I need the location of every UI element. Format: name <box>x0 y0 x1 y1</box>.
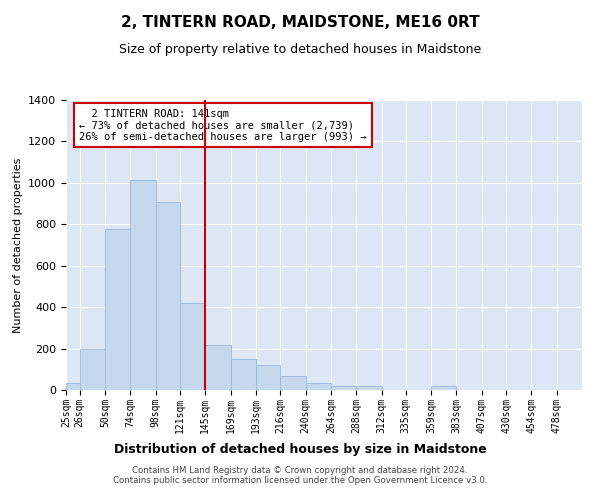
Bar <box>230 359 256 390</box>
Text: Size of property relative to detached houses in Maidstone: Size of property relative to detached ho… <box>119 42 481 56</box>
Bar <box>80 348 105 390</box>
Text: 2, TINTERN ROAD, MAIDSTONE, ME16 0RT: 2, TINTERN ROAD, MAIDSTONE, ME16 0RT <box>121 15 479 30</box>
Bar <box>105 230 130 390</box>
Bar <box>280 376 305 390</box>
Bar <box>331 386 356 390</box>
Bar <box>130 180 155 390</box>
Bar <box>155 202 180 390</box>
Bar <box>431 386 457 390</box>
Bar <box>356 386 382 390</box>
Y-axis label: Number of detached properties: Number of detached properties <box>13 158 23 332</box>
Text: Contains HM Land Registry data © Crown copyright and database right 2024.
Contai: Contains HM Land Registry data © Crown c… <box>113 466 487 485</box>
Bar <box>305 383 331 390</box>
Bar <box>180 303 205 390</box>
Bar <box>205 346 230 390</box>
Bar <box>66 383 80 390</box>
Text: 2 TINTERN ROAD: 141sqm
← 73% of detached houses are smaller (2,739)
26% of semi-: 2 TINTERN ROAD: 141sqm ← 73% of detached… <box>79 108 367 142</box>
Bar <box>256 365 280 390</box>
Text: Distribution of detached houses by size in Maidstone: Distribution of detached houses by size … <box>113 442 487 456</box>
